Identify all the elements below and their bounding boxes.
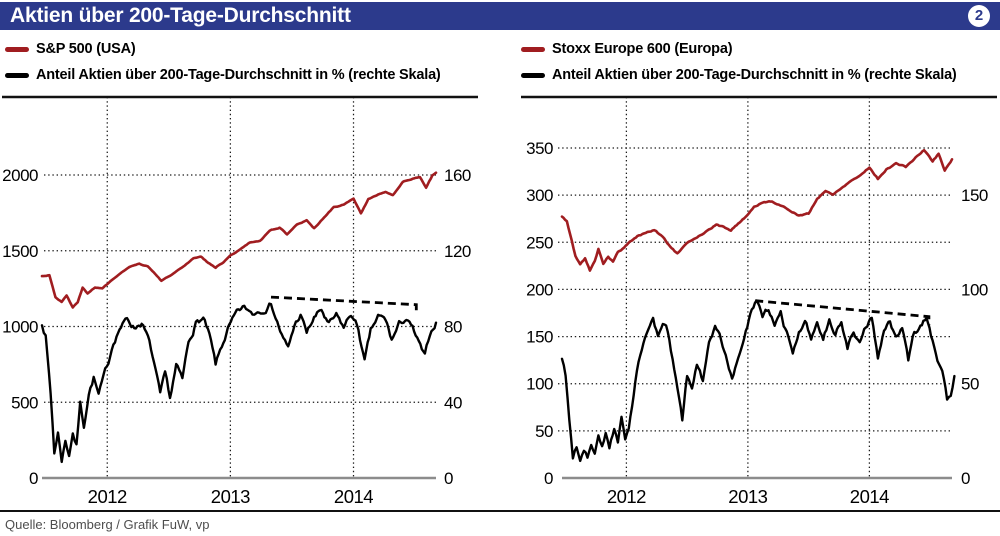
legend-label: Anteil Aktien über 200-Tage-Durchschnitt… <box>552 67 957 83</box>
bottom-rule <box>0 510 1000 512</box>
left-axis-tick-label: 50 <box>535 422 553 441</box>
black-line-swatch <box>521 72 545 78</box>
left-axis-tick-label: 500 <box>11 393 38 412</box>
left-axis-tick-label: 1000 <box>2 318 38 337</box>
source-credit: Quelle: Bloomberg / Grafik FuW, vp <box>5 517 210 532</box>
left-axis-tick-label: 200 <box>526 280 553 299</box>
right-axis-tick-label: 120 <box>444 242 471 261</box>
series-sp500-index <box>40 171 438 309</box>
x-axis-year-label: 2012 <box>88 486 127 507</box>
page-title: Aktien über 200-Tage-Durchschnitt <box>10 4 351 27</box>
right-axis-tick-label: 160 <box>444 166 471 185</box>
series-stoxx600-index <box>560 148 954 272</box>
left-axis-tick-label: 0 <box>544 469 553 488</box>
right-axis-tick-label: 40 <box>444 393 462 412</box>
legend-label: Stoxx Europe 600 (Europa) <box>552 41 733 57</box>
figure-number-badge: 2 <box>968 5 990 27</box>
left-axis-tick-label: 100 <box>526 375 553 394</box>
left-axis-tick-label: 300 <box>526 186 553 205</box>
legend-right: Stoxx Europe 600 (Europa) Anteil Aktien … <box>521 36 996 88</box>
dashed-trendline <box>270 295 418 312</box>
left-axis-tick-label: 1500 <box>2 242 38 261</box>
red-line-swatch <box>5 46 29 52</box>
chart-stoxx600: 0 50 100 150 200 250 300 350 0 50 100 150 2012 2013 20… <box>500 90 1000 510</box>
chart-sp500-svg: 0 500 1000 1500 2000 0 40 80 120 160 2012 2013 2014 <box>2 95 478 507</box>
left-axis-tick-label: 350 <box>526 139 553 158</box>
legend-item: Stoxx Europe 600 (Europa) <box>521 36 996 62</box>
legend-label: Anteil Aktien über 200-Tage-Durchschnitt… <box>36 67 441 83</box>
legend-left: S&P 500 (USA) Anteil Aktien über 200-Tag… <box>5 36 490 88</box>
left-axis-tick-label: 2000 <box>2 166 38 185</box>
red-line-swatch <box>521 46 545 52</box>
x-axis-year-label: 2012 <box>607 486 646 507</box>
left-axis-tick-label: 250 <box>526 233 553 252</box>
right-axis-tick-label: 50 <box>961 375 979 394</box>
right-axis-tick-label: 0 <box>444 469 453 488</box>
title-bar: Aktien über 200-Tage-Durchschnitt 2 <box>0 2 1000 30</box>
x-axis-year-label: 2013 <box>211 486 250 507</box>
right-axis-tick-label: 0 <box>961 469 970 488</box>
x-axis-year-label: 2014 <box>850 486 889 507</box>
dashed-trendline <box>755 299 931 326</box>
legend-item: Anteil Aktien über 200-Tage-Durchschnitt… <box>5 62 490 88</box>
left-axis-tick-label: 0 <box>29 469 38 488</box>
black-line-swatch <box>5 72 29 78</box>
right-axis-tick-label: 150 <box>961 186 988 205</box>
series-sp500-share-above-200d <box>40 302 438 464</box>
legend-label: S&P 500 (USA) <box>36 41 136 57</box>
series-stoxx600-share-above-200d <box>560 299 956 463</box>
chart-stoxx600-svg: 0 50 100 150 200 250 300 350 0 50 100 150 2012 2013 20… <box>521 95 997 507</box>
chart-sp500: 0 500 1000 1500 2000 0 40 80 120 160 2012 2013 2014 <box>0 90 500 510</box>
left-axis-tick-label: 150 <box>526 328 553 347</box>
x-axis-year-label: 2013 <box>728 486 767 507</box>
legend-item: S&P 500 (USA) <box>5 36 490 62</box>
legend-item: Anteil Aktien über 200-Tage-Durchschnitt… <box>521 62 996 88</box>
right-axis-tick-label: 80 <box>444 318 462 337</box>
x-axis-year-label: 2014 <box>334 486 373 507</box>
right-axis-tick-label: 100 <box>961 280 988 299</box>
